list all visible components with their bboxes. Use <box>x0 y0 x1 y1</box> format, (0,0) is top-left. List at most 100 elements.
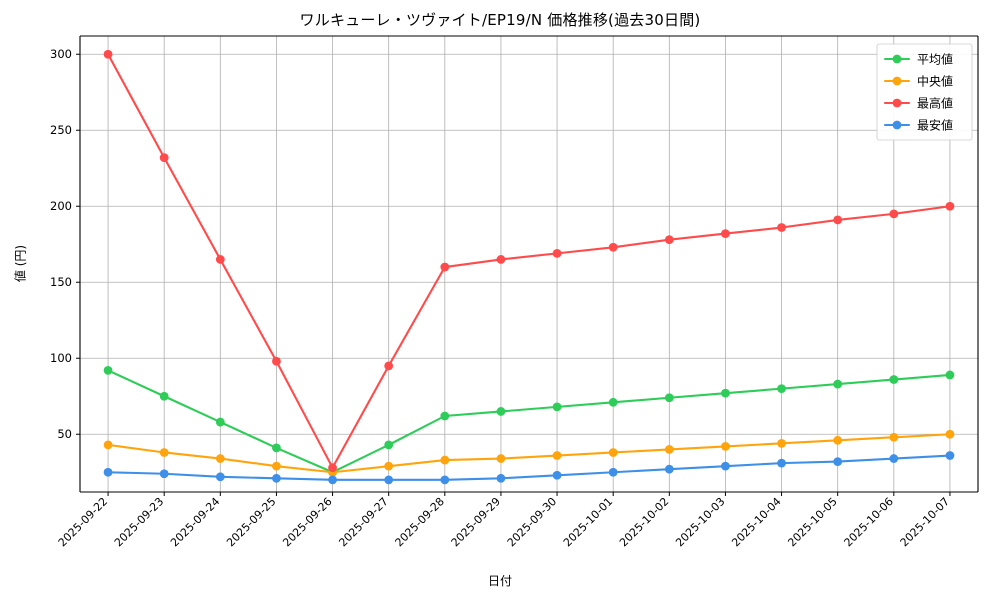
data-point-marker <box>945 451 955 460</box>
data-point-marker <box>103 440 113 450</box>
legend-marker <box>892 76 902 86</box>
data-point-marker <box>159 153 169 163</box>
data-point-marker <box>103 366 113 375</box>
data-point-marker <box>664 393 674 403</box>
data-point-marker <box>889 454 899 463</box>
data-point-marker <box>384 361 394 371</box>
legend-background <box>876 43 973 141</box>
data-point-marker <box>215 472 225 482</box>
series-line <box>107 433 951 474</box>
data-point-marker <box>945 201 955 211</box>
data-point-marker <box>384 461 394 471</box>
data-point-marker <box>721 461 730 471</box>
series-line <box>107 53 951 469</box>
y-tick-label: 150 <box>50 275 72 289</box>
data-point-marker <box>608 397 618 407</box>
data-point-marker <box>721 388 730 398</box>
data-point-marker <box>833 457 843 466</box>
data-point-marker <box>664 445 674 454</box>
x-tick-label: 2025-10-01 <box>561 495 615 549</box>
x-tick-label: 2025-09-28 <box>393 495 447 549</box>
series-2 <box>103 429 955 477</box>
data-point-marker <box>384 440 394 450</box>
data-point-marker <box>608 467 618 477</box>
axes-spines <box>79 35 979 493</box>
y-axis-label: 値 (円) <box>13 244 28 283</box>
data-point-marker <box>159 469 169 479</box>
series-4 <box>103 451 955 485</box>
data-point-marker <box>328 475 337 485</box>
data-point-marker <box>272 473 281 483</box>
x-tick-label: 2025-10-06 <box>842 495 896 549</box>
data-series-group <box>103 49 955 485</box>
data-point-marker <box>440 262 450 272</box>
data-point-marker <box>496 255 506 264</box>
x-tick-label: 2025-09-25 <box>224 495 278 549</box>
data-point-marker <box>721 229 730 239</box>
data-point-marker <box>440 455 450 465</box>
data-point-marker <box>721 442 730 451</box>
chart-title: ワルキューレ・ツヴァイト/EP19/N 価格推移(過去30日間) <box>299 11 701 29</box>
data-point-marker <box>664 235 674 245</box>
y-tick-label: 100 <box>50 351 72 365</box>
data-point-marker <box>664 464 674 474</box>
data-point-marker <box>496 407 506 416</box>
data-point-marker <box>777 458 786 468</box>
x-tick-label: 2025-10-05 <box>785 495 839 549</box>
data-point-marker <box>552 451 562 460</box>
data-point-marker <box>552 402 562 412</box>
data-point-marker <box>272 461 281 471</box>
y-tick-label: 250 <box>50 123 72 137</box>
x-tick-label: 2025-10-07 <box>898 495 952 549</box>
y-tick-label: 50 <box>57 427 72 441</box>
x-tick-label: 2025-09-30 <box>505 495 559 549</box>
data-point-marker <box>440 475 450 485</box>
data-point-marker <box>440 411 450 421</box>
series-line <box>107 369 951 474</box>
x-tick-label: 2025-09-23 <box>112 495 166 549</box>
y-tick-labels: 50 100 150 200 250 300 <box>50 47 72 441</box>
data-point-marker <box>889 209 899 219</box>
x-tick-label: 2025-09-24 <box>168 495 222 549</box>
data-point-marker <box>159 448 169 457</box>
legend-marker <box>892 98 902 108</box>
data-point-marker <box>889 432 899 442</box>
data-point-marker <box>889 375 899 384</box>
data-point-marker <box>272 443 281 453</box>
data-point-marker <box>608 448 618 457</box>
data-point-marker <box>777 384 786 394</box>
data-point-marker <box>272 356 281 366</box>
x-tick-marks <box>107 492 951 496</box>
data-point-marker <box>103 467 113 477</box>
x-axis-label: 日付 <box>487 574 512 588</box>
data-point-marker <box>777 223 786 232</box>
data-point-marker <box>833 435 843 445</box>
data-point-marker <box>215 417 225 427</box>
y-tick-label: 300 <box>50 47 72 61</box>
data-point-marker <box>777 438 786 448</box>
x-tick-label: 2025-09-29 <box>449 495 503 549</box>
gridlines-group <box>80 36 978 492</box>
legend-label: 中央値 <box>917 74 953 89</box>
x-tick-label: 2025-09-27 <box>336 495 390 549</box>
data-point-marker <box>496 454 506 463</box>
data-point-marker <box>215 454 225 463</box>
x-tick-label: 2025-09-22 <box>56 495 110 549</box>
x-tick-label: 2025-10-03 <box>673 495 727 549</box>
data-point-marker <box>328 463 337 473</box>
legend-label: 平均値 <box>917 52 953 67</box>
x-tick-label: 2025-10-04 <box>729 495 783 549</box>
series-3 <box>103 49 955 473</box>
series-line <box>107 454 951 481</box>
data-point-marker <box>215 255 225 264</box>
y-tick-marks <box>76 53 80 435</box>
legend-label: 最高値 <box>917 96 953 111</box>
data-point-marker <box>945 370 955 380</box>
data-point-marker <box>945 429 955 439</box>
data-point-marker <box>103 49 113 59</box>
series-1 <box>103 366 955 477</box>
data-point-marker <box>159 391 169 401</box>
legend-marker <box>892 54 902 64</box>
